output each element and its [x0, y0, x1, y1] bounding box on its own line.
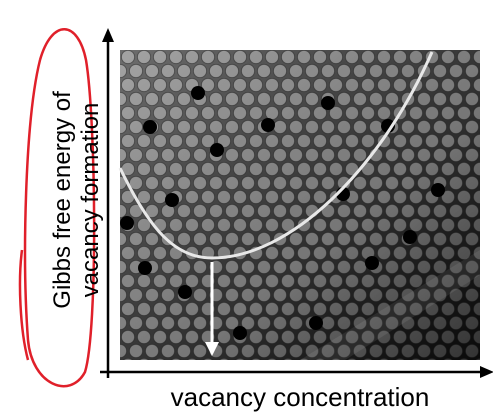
- x-axis-label: vacancy concentration: [171, 382, 430, 412]
- y-axis-label-line: vacancy formation: [77, 103, 104, 298]
- lattice-image: [120, 50, 480, 360]
- y-axis-label-line: Gibbs free energy of: [49, 91, 76, 309]
- page: Gibbs free energy of vacancy formation v…: [0, 0, 493, 412]
- y-axis-label: Gibbs free energy of vacancy formation: [49, 91, 104, 309]
- diagram: Gibbs free energy of vacancy formation v…: [0, 0, 493, 412]
